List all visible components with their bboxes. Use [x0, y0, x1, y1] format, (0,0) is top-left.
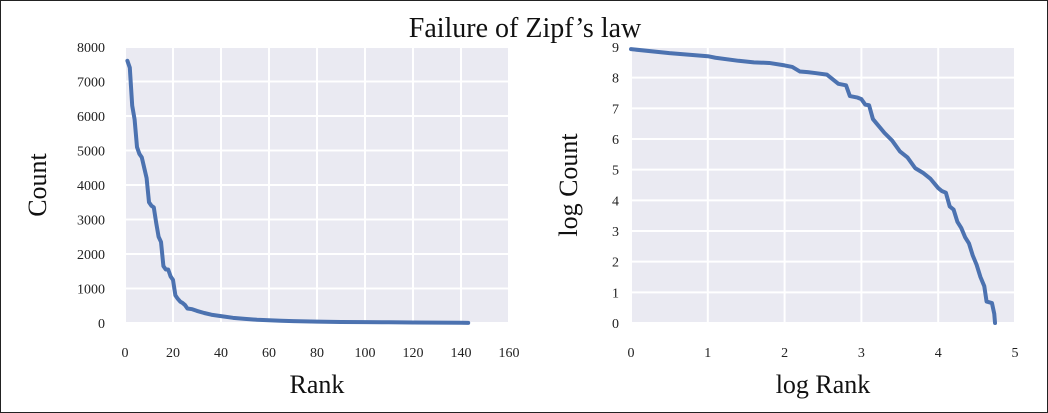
x-tick-label: 100 [355, 346, 376, 361]
y-tick-label: 0 [612, 317, 619, 332]
figure-title: Failure of Zipf’s law [409, 13, 642, 44]
x-tick-label: 80 [310, 346, 324, 361]
y-axis-label: Count [23, 152, 52, 216]
plot-area [631, 47, 1015, 323]
y-tick-label: 3000 [77, 214, 105, 229]
panel-log-rank-log-count: 0 1 2 3 4 5 0 1 2 3 4 5 6 7 8 9 log Rank log Count [554, 41, 1019, 399]
y-tick-label: 1 [612, 286, 619, 301]
y-axis-label: log Count [554, 133, 583, 237]
x-tick-label: 0 [628, 346, 635, 361]
y-tick-label: 7 [612, 102, 619, 117]
y-tick-label: 4 [612, 194, 619, 209]
series-line [629, 47, 998, 325]
y-tick-label: 8 [612, 72, 619, 87]
x-tick-label: 20 [166, 346, 180, 361]
y-tick-label: 5 [612, 164, 619, 179]
x-tick-label: 140 [451, 346, 472, 361]
y-tick-label: 1000 [77, 283, 105, 298]
x-tick-label: 4 [935, 346, 942, 361]
series-line [125, 58, 471, 325]
x-tick-label: 1 [704, 346, 711, 361]
y-tick-label: 6000 [77, 110, 105, 125]
y-tick-label: 8000 [77, 41, 105, 56]
y-tick-label: 3 [612, 225, 619, 240]
y-tick-label: 6 [612, 133, 619, 148]
y-tick-label: 2 [612, 256, 619, 271]
y-tick-label: 0 [98, 317, 105, 332]
x-tick-label: 120 [403, 346, 424, 361]
x-tick-label: 0 [122, 346, 129, 361]
y-tick-label: 2000 [77, 248, 105, 263]
panel-rank-count: 0 20 40 60 80 100 120 140 160 0 1000 2000 3000 4000 50… [23, 41, 520, 399]
x-tick-label: 160 [499, 346, 520, 361]
x-tick-label: 40 [214, 346, 228, 361]
x-tick-label: 3 [858, 346, 865, 361]
y-tick-label: 9 [612, 41, 619, 56]
x-axis-label: Rank [290, 370, 345, 399]
x-axis-label: log Rank [776, 370, 871, 399]
x-tick-label: 60 [262, 346, 276, 361]
x-tick-label: 2 [781, 346, 788, 361]
x-tick-label: 5 [1012, 346, 1019, 361]
y-tick-label: 7000 [77, 76, 105, 91]
y-tick-label: 4000 [77, 179, 105, 194]
y-tick-label: 5000 [77, 145, 105, 160]
